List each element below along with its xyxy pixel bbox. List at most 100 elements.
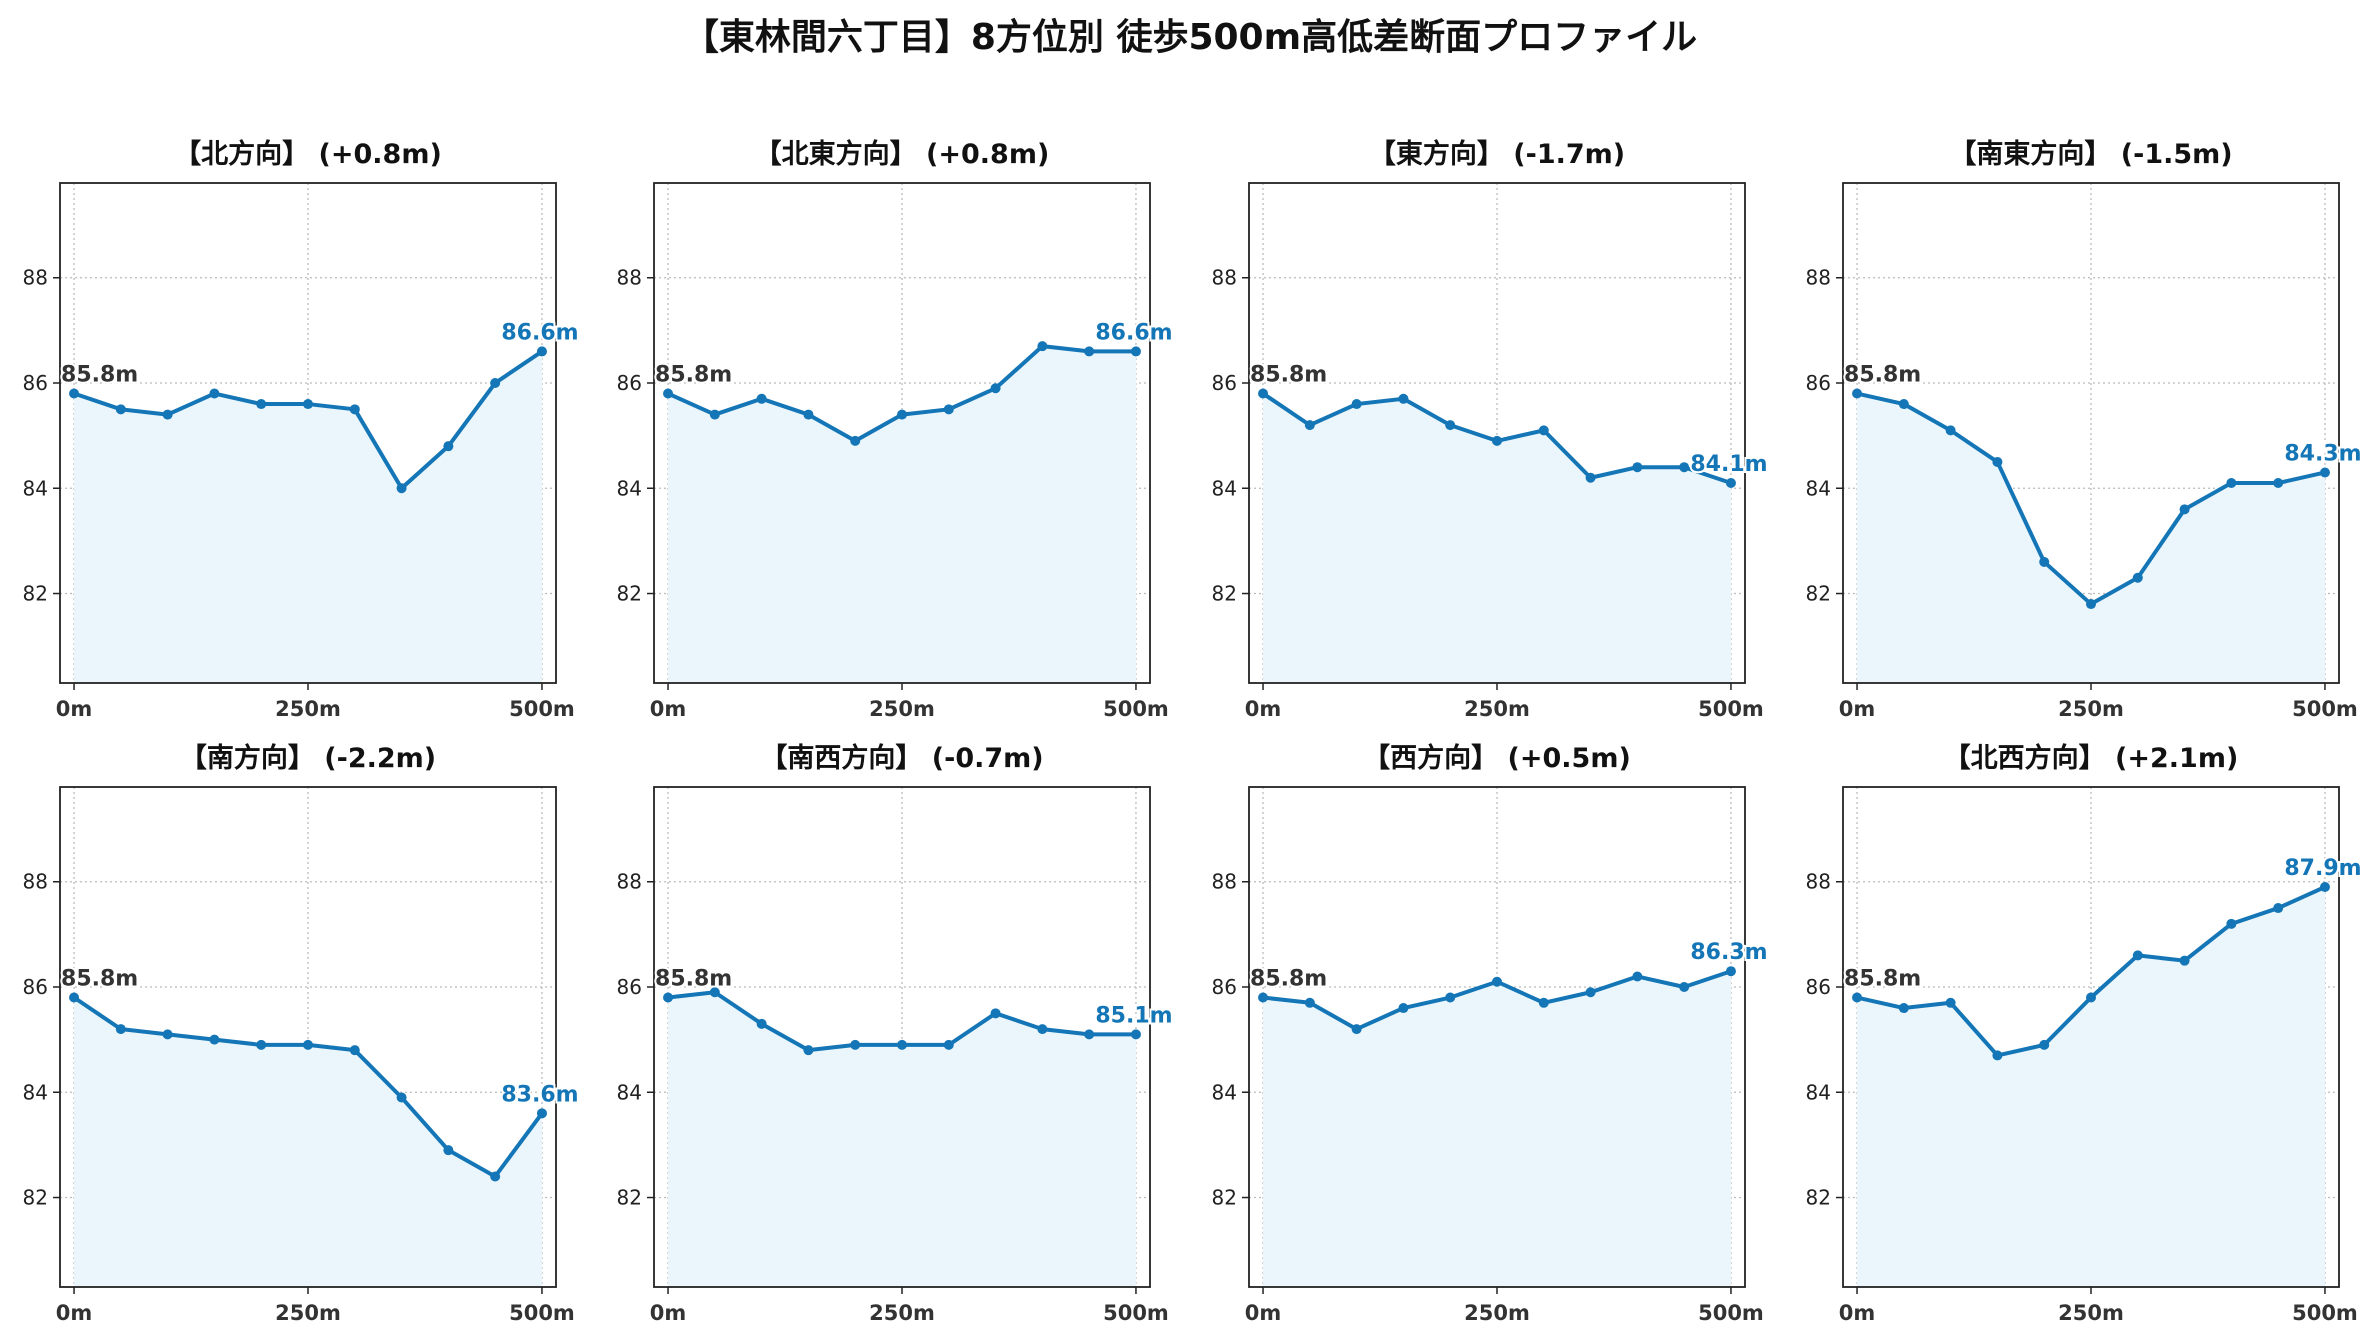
y-tick-label: 84 bbox=[617, 1080, 642, 1104]
area-fill bbox=[1857, 887, 2325, 1287]
x-tick-label: 500m bbox=[509, 697, 575, 721]
data-point bbox=[897, 409, 907, 420]
end-label: 87.9m bbox=[2284, 856, 2361, 881]
data-point bbox=[663, 992, 674, 1003]
data-point bbox=[1304, 420, 1315, 431]
data-point bbox=[162, 409, 173, 420]
y-tick-label: 86 bbox=[23, 975, 48, 999]
y-tick-label: 86 bbox=[1212, 371, 1237, 395]
area-fill bbox=[1263, 971, 1731, 1287]
data-point bbox=[1725, 966, 1736, 977]
start-label: 85.8m bbox=[61, 967, 138, 992]
data-point bbox=[1258, 992, 1269, 1003]
y-tick-label: 82 bbox=[1212, 1186, 1237, 1210]
data-point bbox=[2039, 556, 2050, 567]
x-tick-label: 500m bbox=[2292, 697, 2358, 721]
data-point bbox=[663, 388, 674, 399]
x-tick-label: 500m bbox=[1698, 1301, 1764, 1325]
y-tick-label: 84 bbox=[1212, 1080, 1237, 1104]
y-tick-label: 82 bbox=[1806, 1186, 1831, 1210]
y-tick-label: 82 bbox=[1212, 582, 1237, 606]
data-point bbox=[2039, 1039, 2050, 1050]
data-point bbox=[756, 1018, 767, 1029]
chart-title: 【北西方向】 (+2.1m) bbox=[1944, 742, 2239, 774]
data-point bbox=[2319, 467, 2330, 478]
x-tick-label: 500m bbox=[2292, 1301, 2358, 1325]
chart-panel: 【北西方向】 (+2.1m) 82 84 86 88 0m 250m 500m 85.8m 87.… bbox=[1806, 742, 2364, 1325]
data-point bbox=[1945, 997, 1956, 1008]
y-tick-label: 88 bbox=[1806, 266, 1831, 290]
data-point bbox=[349, 404, 360, 415]
chart-title: 【北東方向】 (+0.8m) bbox=[755, 138, 1050, 170]
chart-panel: 【南東方向】 (-1.5m) 82 84 86 88 0m 250m 500m 85.8m 84.… bbox=[1806, 138, 2364, 721]
data-point bbox=[1492, 976, 1502, 987]
data-point bbox=[209, 388, 220, 399]
y-tick-label: 86 bbox=[1806, 371, 1831, 395]
x-tick-label: 500m bbox=[1698, 697, 1764, 721]
data-point bbox=[1492, 435, 1502, 446]
chart-title: 【東方向】 (-1.7m) bbox=[1369, 138, 1625, 170]
data-point bbox=[2273, 903, 2284, 914]
x-tick-label: 0m bbox=[1245, 697, 1282, 721]
x-tick-label: 0m bbox=[1245, 1301, 1282, 1325]
data-point bbox=[1258, 388, 1269, 399]
x-tick-label: 500m bbox=[1103, 1301, 1169, 1325]
y-tick-label: 84 bbox=[23, 1080, 48, 1104]
data-point bbox=[1585, 472, 1596, 483]
end-label: 86.6m bbox=[1095, 320, 1172, 345]
chart-panel: 【西方向】 (+0.5m) 82 84 86 88 0m 250m 500m 85.8m 86.3… bbox=[1212, 742, 1770, 1325]
y-tick-label: 88 bbox=[23, 870, 48, 894]
end-label: 84.3m bbox=[2284, 441, 2361, 466]
data-point bbox=[1037, 1024, 1048, 1035]
area-fill bbox=[1857, 393, 2325, 683]
start-label: 85.8m bbox=[655, 363, 732, 388]
y-tick-label: 86 bbox=[1806, 975, 1831, 999]
data-point bbox=[2226, 478, 2237, 488]
data-point bbox=[115, 404, 126, 415]
y-tick-label: 82 bbox=[23, 1186, 48, 1210]
data-point bbox=[943, 1039, 954, 1050]
data-point bbox=[1632, 971, 1643, 982]
data-point bbox=[2086, 599, 2096, 610]
x-tick-label: 0m bbox=[56, 1301, 93, 1325]
y-tick-label: 84 bbox=[1806, 1080, 1831, 1104]
data-point bbox=[2179, 504, 2190, 515]
data-point bbox=[256, 1039, 267, 1050]
data-point bbox=[1538, 997, 1549, 1008]
data-point bbox=[1130, 346, 1141, 357]
data-point bbox=[1725, 478, 1736, 488]
data-point bbox=[1852, 388, 1863, 399]
data-point bbox=[536, 1108, 547, 1119]
y-tick-label: 84 bbox=[1212, 476, 1237, 500]
chart-panel: 【東方向】 (-1.7m) 82 84 86 88 0m 250m 500m 85.8m 84.1… bbox=[1212, 138, 1770, 721]
y-tick-label: 88 bbox=[1806, 870, 1831, 894]
data-point bbox=[443, 1145, 454, 1156]
y-tick-label: 86 bbox=[1212, 975, 1237, 999]
data-point bbox=[990, 1008, 1001, 1019]
x-tick-label: 250m bbox=[869, 1301, 935, 1325]
data-point bbox=[2179, 955, 2190, 966]
data-point bbox=[1852, 992, 1863, 1003]
x-tick-label: 250m bbox=[2058, 697, 2124, 721]
data-point bbox=[1945, 425, 1956, 436]
data-point bbox=[2226, 918, 2237, 929]
x-tick-label: 250m bbox=[275, 1301, 341, 1325]
data-point bbox=[1992, 1050, 2003, 1061]
data-point bbox=[1398, 1003, 1409, 1014]
start-label: 85.8m bbox=[1844, 967, 1921, 992]
y-tick-label: 88 bbox=[23, 266, 48, 290]
page-title: 【東林間六丁目】8方位別 徒歩500m高低差断面プロファイル bbox=[682, 17, 1698, 58]
area-fill bbox=[1263, 393, 1731, 683]
end-label: 83.6m bbox=[501, 1082, 578, 1107]
y-tick-label: 84 bbox=[617, 476, 642, 500]
start-label: 85.8m bbox=[1844, 363, 1921, 388]
start-label: 85.8m bbox=[655, 967, 732, 992]
data-point bbox=[69, 388, 80, 399]
chart-title: 【南方向】 (-2.2m) bbox=[180, 742, 436, 774]
y-tick-label: 82 bbox=[1806, 582, 1831, 606]
data-point bbox=[1351, 1024, 1362, 1035]
y-tick-label: 82 bbox=[23, 582, 48, 606]
x-tick-label: 0m bbox=[650, 697, 687, 721]
data-point bbox=[1398, 393, 1409, 404]
